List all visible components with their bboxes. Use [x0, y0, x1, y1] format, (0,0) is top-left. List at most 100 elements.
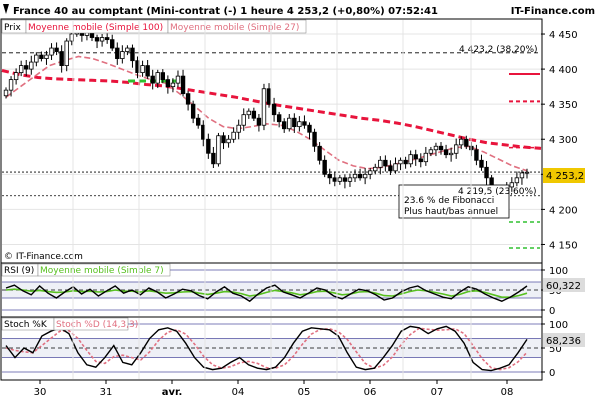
candle-body — [403, 159, 408, 165]
price-tick-label: 4 400 — [549, 65, 578, 76]
copyright-text: © IT-Finance.com — [4, 252, 83, 262]
time-tick-label: 06 — [364, 387, 377, 398]
candle-body — [479, 159, 484, 168]
legend-stoch-k: Stoch %K — [4, 320, 48, 330]
stoch-tick-label: 50 — [549, 344, 562, 355]
candle-body — [327, 173, 332, 179]
candle-body — [352, 173, 358, 179]
header-logo-icon — [3, 4, 9, 14]
candle-body — [180, 75, 186, 95]
stoch-tick-label: 0 — [549, 368, 555, 379]
candle-body — [373, 166, 378, 172]
candle-body — [54, 47, 59, 52]
candle-body — [29, 61, 34, 70]
stoch-series-line — [5, 325, 528, 372]
rsi-legend: RSI (9) Moyenne mobile (Simple 7) — [1, 263, 171, 277]
fib-level-label-1: 4 423,2 (38,20%) — [459, 45, 538, 55]
candle-body — [378, 159, 383, 168]
legend-ma100: Moyenne mobile (Simple 100) — [28, 23, 163, 33]
candle-body — [39, 54, 44, 59]
candle-body — [332, 177, 337, 182]
candle-body — [383, 159, 388, 167]
candle-body — [64, 40, 69, 66]
candle-body — [357, 173, 363, 179]
chart-title: France 40 au comptant (Mini-contrat (-) … — [13, 6, 438, 17]
candle-body — [413, 154, 418, 160]
candle-body — [165, 79, 171, 88]
candle-body — [241, 114, 246, 126]
stoch-series-line — [5, 327, 528, 371]
candle-body — [282, 121, 287, 130]
rsi-tick-label: 0 — [549, 306, 555, 317]
time-tick-label: 31 — [100, 387, 113, 398]
candle-body — [438, 145, 444, 151]
time-tick-label: 05 — [298, 387, 311, 398]
candle-body — [221, 135, 226, 144]
candle-body — [175, 75, 181, 84]
candle-body — [342, 177, 348, 182]
price-tick-label: 4 300 — [549, 135, 578, 146]
last-price-tag: 4 253,2 — [543, 168, 585, 183]
candle-body — [448, 152, 454, 156]
candle-body — [367, 170, 373, 175]
time-tick-label: avr. — [162, 387, 183, 398]
candle-body — [453, 144, 459, 154]
candle-body — [59, 51, 64, 66]
time-tick-label: 30 — [34, 387, 47, 398]
candle-body — [393, 163, 398, 172]
candle-body — [190, 103, 196, 119]
candle-body — [185, 93, 191, 105]
stoch-last-tag: 68,236 — [543, 333, 585, 347]
candle-body — [170, 82, 176, 88]
candle-body — [18, 65, 24, 74]
candle-body — [104, 37, 110, 41]
candle-body — [287, 117, 292, 130]
candle-body — [408, 154, 413, 165]
time-tick-label: 08 — [501, 387, 514, 398]
legend-ma27: Moyenne mobile (Simple 27) — [170, 23, 299, 33]
fib-level-label-2: 4 219,5 (23,60%) — [458, 187, 537, 197]
candle-body — [443, 149, 449, 156]
candle-body — [34, 54, 39, 63]
candle-body — [362, 173, 368, 179]
candle-body — [418, 158, 423, 163]
candle-body — [24, 65, 29, 70]
candle-body — [150, 75, 155, 84]
candle-body — [206, 138, 211, 154]
candle-body — [322, 159, 327, 175]
legend-stoch-d: Stoch %D (14,3,3) — [56, 320, 138, 330]
candle-body — [347, 177, 353, 182]
candle-body — [155, 72, 160, 84]
time-axis: 30 31 avr. 04 05 06 07 08 — [34, 20, 514, 398]
rsi-tick-label: 100 — [549, 266, 568, 277]
stoch-last-value: 68,236 — [546, 336, 581, 347]
candle-body — [266, 88, 272, 105]
candle-body — [236, 124, 241, 133]
candle-body — [115, 47, 120, 59]
rsi-series-line — [5, 284, 528, 303]
tooltip-line-1: 23.6 % de Fibonacci — [404, 196, 494, 206]
candle-body — [196, 117, 201, 126]
candle-body — [44, 54, 49, 59]
candle-body — [110, 39, 115, 49]
ma100-line — [1, 69, 542, 150]
candle-body — [256, 117, 262, 126]
stoch-tick-label: 100 — [549, 320, 568, 331]
candle-body — [140, 65, 145, 74]
candle-body — [312, 131, 317, 147]
candle-body — [433, 145, 439, 151]
candle-body — [307, 124, 312, 133]
candle-body — [89, 32, 95, 38]
rsi-last-value: 60,322 — [546, 281, 581, 292]
candle-body — [8, 79, 14, 91]
fib-tooltip: 4 219,5 (23,60%) 23.6 % de Fibonacci Plu… — [398, 184, 537, 219]
brand-name: IT-Finance.com — [511, 6, 595, 17]
candle-body — [459, 138, 464, 146]
stoch-legend: Stoch %K Stoch %D (14,3,3) — [1, 317, 138, 331]
last-price-value: 4 253,2 — [546, 171, 584, 182]
candle-body — [130, 47, 135, 62]
candle-body — [297, 121, 302, 128]
